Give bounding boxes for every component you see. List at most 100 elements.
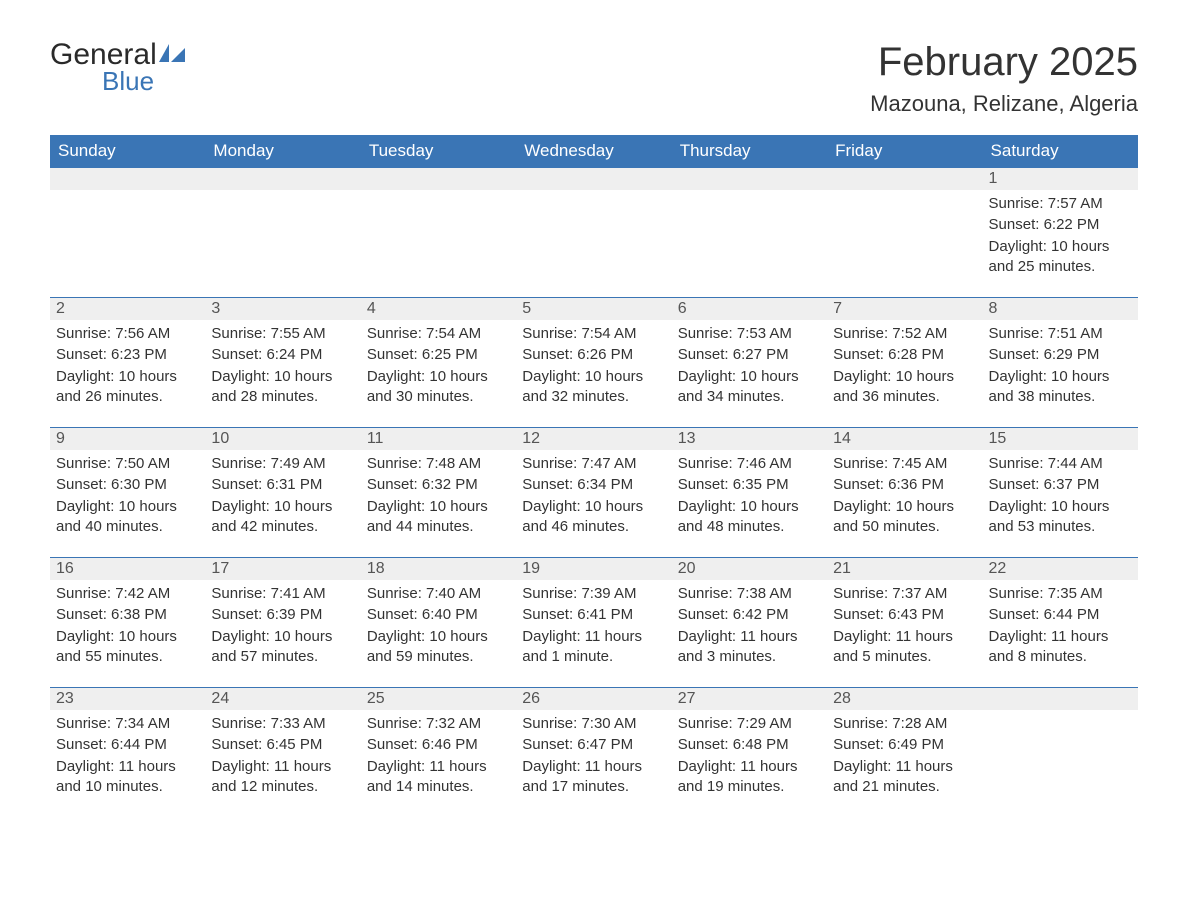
day-sunrise: Sunrise: 7:37 AM xyxy=(833,584,976,604)
calendar-cell: 4Sunrise: 7:54 AMSunset: 6:25 PMDaylight… xyxy=(361,298,516,428)
day-number xyxy=(50,168,205,190)
day-daylight: Daylight: 10 hours and 53 minutes. xyxy=(989,497,1132,538)
day-body: Sunrise: 7:50 AMSunset: 6:30 PMDaylight:… xyxy=(50,450,205,544)
calendar-cell: 20Sunrise: 7:38 AMSunset: 6:42 PMDayligh… xyxy=(672,558,827,688)
calendar-cell: 24Sunrise: 7:33 AMSunset: 6:45 PMDayligh… xyxy=(205,688,360,818)
day-number xyxy=(205,168,360,190)
day-sunrise: Sunrise: 7:55 AM xyxy=(211,324,354,344)
day-sunset: Sunset: 6:47 PM xyxy=(522,735,665,755)
day-sunset: Sunset: 6:36 PM xyxy=(833,475,976,495)
calendar-cell: 16Sunrise: 7:42 AMSunset: 6:38 PMDayligh… xyxy=(50,558,205,688)
day-sunset: Sunset: 6:22 PM xyxy=(989,215,1132,235)
calendar-cell: 23Sunrise: 7:34 AMSunset: 6:44 PMDayligh… xyxy=(50,688,205,818)
day-sunrise: Sunrise: 7:34 AM xyxy=(56,714,199,734)
day-daylight: Daylight: 11 hours and 3 minutes. xyxy=(678,627,821,668)
day-sunrise: Sunrise: 7:53 AM xyxy=(678,324,821,344)
day-daylight: Daylight: 11 hours and 10 minutes. xyxy=(56,757,199,798)
calendar-cell: 9Sunrise: 7:50 AMSunset: 6:30 PMDaylight… xyxy=(50,428,205,558)
weekday-header: Monday xyxy=(205,135,360,168)
day-daylight: Daylight: 11 hours and 14 minutes. xyxy=(367,757,510,798)
day-daylight: Daylight: 10 hours and 40 minutes. xyxy=(56,497,199,538)
day-sunrise: Sunrise: 7:28 AM xyxy=(833,714,976,734)
day-sunset: Sunset: 6:25 PM xyxy=(367,345,510,365)
calendar-cell xyxy=(983,688,1138,818)
calendar-cell: 26Sunrise: 7:30 AMSunset: 6:47 PMDayligh… xyxy=(516,688,671,818)
day-sunset: Sunset: 6:32 PM xyxy=(367,475,510,495)
day-sunset: Sunset: 6:28 PM xyxy=(833,345,976,365)
calendar-cell: 3Sunrise: 7:55 AMSunset: 6:24 PMDaylight… xyxy=(205,298,360,428)
day-sunset: Sunset: 6:38 PM xyxy=(56,605,199,625)
day-body: Sunrise: 7:40 AMSunset: 6:40 PMDaylight:… xyxy=(361,580,516,674)
day-number: 9 xyxy=(50,428,205,450)
day-sunrise: Sunrise: 7:50 AM xyxy=(56,454,199,474)
weekday-header-row: SundayMondayTuesdayWednesdayThursdayFrid… xyxy=(50,135,1138,168)
header: General Blue February 2025 Mazouna, Reli… xyxy=(50,40,1138,117)
day-sunset: Sunset: 6:48 PM xyxy=(678,735,821,755)
day-sunset: Sunset: 6:27 PM xyxy=(678,345,821,365)
weekday-header: Wednesday xyxy=(516,135,671,168)
day-sunrise: Sunrise: 7:40 AM xyxy=(367,584,510,604)
day-number xyxy=(827,168,982,190)
day-body: Sunrise: 7:46 AMSunset: 6:35 PMDaylight:… xyxy=(672,450,827,544)
day-sunset: Sunset: 6:46 PM xyxy=(367,735,510,755)
day-daylight: Daylight: 10 hours and 34 minutes. xyxy=(678,367,821,408)
day-daylight: Daylight: 10 hours and 28 minutes. xyxy=(211,367,354,408)
day-body: Sunrise: 7:30 AMSunset: 6:47 PMDaylight:… xyxy=(516,710,671,804)
day-number: 13 xyxy=(672,428,827,450)
day-sunrise: Sunrise: 7:47 AM xyxy=(522,454,665,474)
day-daylight: Daylight: 10 hours and 48 minutes. xyxy=(678,497,821,538)
day-body: Sunrise: 7:38 AMSunset: 6:42 PMDaylight:… xyxy=(672,580,827,674)
day-daylight: Daylight: 10 hours and 38 minutes. xyxy=(989,367,1132,408)
day-daylight: Daylight: 10 hours and 46 minutes. xyxy=(522,497,665,538)
day-daylight: Daylight: 10 hours and 55 minutes. xyxy=(56,627,199,668)
day-number xyxy=(983,688,1138,710)
day-daylight: Daylight: 11 hours and 5 minutes. xyxy=(833,627,976,668)
day-daylight: Daylight: 11 hours and 8 minutes. xyxy=(989,627,1132,668)
day-number xyxy=(672,168,827,190)
day-body: Sunrise: 7:39 AMSunset: 6:41 PMDaylight:… xyxy=(516,580,671,674)
calendar-cell: 17Sunrise: 7:41 AMSunset: 6:39 PMDayligh… xyxy=(205,558,360,688)
location: Mazouna, Relizane, Algeria xyxy=(870,91,1138,117)
day-sunrise: Sunrise: 7:39 AM xyxy=(522,584,665,604)
day-body: Sunrise: 7:34 AMSunset: 6:44 PMDaylight:… xyxy=(50,710,205,804)
day-daylight: Daylight: 10 hours and 42 minutes. xyxy=(211,497,354,538)
day-number xyxy=(516,168,671,190)
day-body: Sunrise: 7:48 AMSunset: 6:32 PMDaylight:… xyxy=(361,450,516,544)
calendar-table: SundayMondayTuesdayWednesdayThursdayFrid… xyxy=(50,135,1138,818)
day-body: Sunrise: 7:53 AMSunset: 6:27 PMDaylight:… xyxy=(672,320,827,414)
day-sunrise: Sunrise: 7:54 AM xyxy=(367,324,510,344)
day-daylight: Daylight: 10 hours and 36 minutes. xyxy=(833,367,976,408)
day-sunset: Sunset: 6:44 PM xyxy=(56,735,199,755)
calendar-cell: 12Sunrise: 7:47 AMSunset: 6:34 PMDayligh… xyxy=(516,428,671,558)
day-number: 19 xyxy=(516,558,671,580)
logo-word2: Blue xyxy=(102,66,187,97)
calendar-week-row: 9Sunrise: 7:50 AMSunset: 6:30 PMDaylight… xyxy=(50,428,1138,558)
calendar-cell xyxy=(361,168,516,298)
day-number: 24 xyxy=(205,688,360,710)
day-daylight: Daylight: 11 hours and 17 minutes. xyxy=(522,757,665,798)
day-daylight: Daylight: 10 hours and 44 minutes. xyxy=(367,497,510,538)
weekday-header: Sunday xyxy=(50,135,205,168)
day-number: 15 xyxy=(983,428,1138,450)
day-number: 17 xyxy=(205,558,360,580)
day-number: 16 xyxy=(50,558,205,580)
calendar-cell xyxy=(516,168,671,298)
day-number: 23 xyxy=(50,688,205,710)
calendar-cell: 8Sunrise: 7:51 AMSunset: 6:29 PMDaylight… xyxy=(983,298,1138,428)
day-sunset: Sunset: 6:43 PM xyxy=(833,605,976,625)
day-number: 12 xyxy=(516,428,671,450)
calendar-week-row: 16Sunrise: 7:42 AMSunset: 6:38 PMDayligh… xyxy=(50,558,1138,688)
day-sunrise: Sunrise: 7:33 AM xyxy=(211,714,354,734)
calendar-cell: 6Sunrise: 7:53 AMSunset: 6:27 PMDaylight… xyxy=(672,298,827,428)
day-sunrise: Sunrise: 7:46 AM xyxy=(678,454,821,474)
calendar-cell: 1Sunrise: 7:57 AMSunset: 6:22 PMDaylight… xyxy=(983,168,1138,298)
day-daylight: Daylight: 10 hours and 25 minutes. xyxy=(989,237,1132,278)
day-daylight: Daylight: 10 hours and 32 minutes. xyxy=(522,367,665,408)
day-number: 25 xyxy=(361,688,516,710)
day-sunset: Sunset: 6:23 PM xyxy=(56,345,199,365)
day-sunrise: Sunrise: 7:54 AM xyxy=(522,324,665,344)
day-body: Sunrise: 7:52 AMSunset: 6:28 PMDaylight:… xyxy=(827,320,982,414)
day-body: Sunrise: 7:55 AMSunset: 6:24 PMDaylight:… xyxy=(205,320,360,414)
weekday-header: Tuesday xyxy=(361,135,516,168)
day-sunset: Sunset: 6:30 PM xyxy=(56,475,199,495)
